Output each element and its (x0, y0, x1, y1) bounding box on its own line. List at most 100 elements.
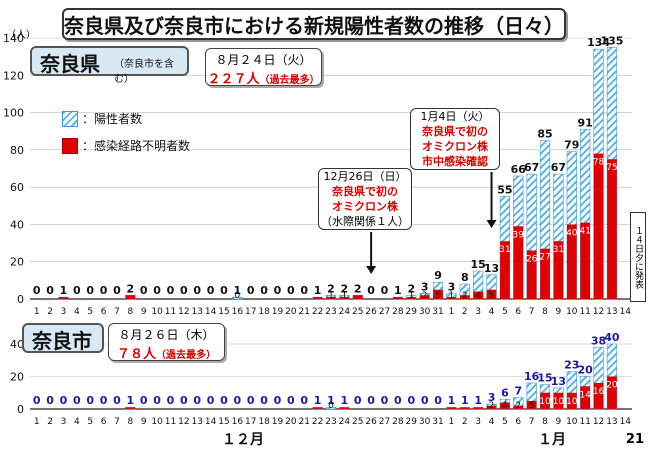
x-tick-label: 14 (620, 307, 632, 317)
data-label-positives: 8 (461, 271, 469, 284)
x-tick-label: 14 (205, 307, 217, 317)
data-label-positives: 1 (127, 394, 135, 407)
x-tick-label: 13 (606, 417, 617, 427)
data-label-unknown: 4 (502, 401, 508, 411)
x-tick-label: 7 (114, 417, 120, 427)
nara-city-name: 奈良市 (32, 329, 92, 353)
data-label-positives: 2 (407, 282, 415, 295)
x-tick-label: 3 (475, 307, 481, 317)
data-label-positives: 1 (327, 394, 335, 407)
x-tick-label: 3 (61, 307, 67, 317)
x-tick-label: 24 (339, 417, 351, 427)
bar-positives (232, 296, 243, 300)
data-label-positives: 0 (260, 394, 268, 407)
data-label-positives: 1 (461, 394, 469, 407)
data-label-unknown: 26 (526, 255, 538, 265)
data-label-positives: 0 (207, 394, 215, 407)
data-label-positives: 1 (314, 284, 322, 297)
nara-city-label-box: 奈良市 (22, 323, 104, 353)
y-tick-label: 60 (10, 181, 24, 194)
data-label-positives: 2 (127, 282, 135, 295)
nara-city-chart: 0204010203040506070819010011012013014015… (10, 331, 632, 427)
data-label-unknown: 39 (513, 230, 525, 240)
data-label-positives: 134 (587, 36, 610, 49)
data-label-unknown: 14 (579, 390, 591, 400)
x-tick-label: 25 (352, 417, 363, 427)
legend-positives: ：陽性者数 (62, 110, 142, 127)
nara-pref-name: 奈良県 (40, 52, 100, 76)
legend-unknown-label: ：感染経路不明者数 (82, 139, 191, 153)
page-title: 奈良県及び奈良市における新規陽性者数の推移（日々） (62, 8, 566, 40)
data-label-unknown: 5 (489, 291, 495, 301)
data-label-positives: 0 (73, 284, 81, 297)
y-unit-label: （人） (6, 30, 36, 41)
x-tick-label: 6 (101, 307, 107, 317)
data-label-positives: 9 (434, 269, 442, 282)
x-tick-label: 29 (406, 307, 418, 317)
x-tick-label: 13 (606, 307, 617, 317)
bar-unknown (459, 295, 470, 299)
x-tick-label: 10 (151, 417, 163, 427)
y-tick-label: 0 (17, 403, 24, 416)
data-label-positives: 2 (354, 282, 362, 295)
bar-unknown (566, 224, 577, 299)
data-label-positives: 0 (247, 394, 255, 407)
x-tick-label: 19 (272, 307, 284, 317)
nara-city-max-value: ７８人 (116, 347, 156, 362)
data-label-unknown: 16 (593, 387, 605, 397)
x-tick-label: 31 (432, 417, 443, 427)
x-tick-label: 4 (489, 307, 495, 317)
data-label-unknown: 2 (422, 291, 428, 301)
arrowhead-dec26 (366, 266, 377, 274)
data-label-positives: 0 (180, 284, 188, 297)
data-label-positives: 2 (341, 282, 349, 295)
data-label-positives: 0 (33, 284, 41, 297)
omicron-first-callout: 12月26日（日） 奈良県で初の オミクロン株 （水際関係１人） (318, 168, 412, 230)
bar-unknown (526, 400, 537, 409)
callout1-line2: オミクロン株 (332, 200, 398, 213)
x-tick-label: 29 (406, 417, 418, 427)
bar-unknown (526, 250, 537, 299)
x-tick-label: 23 (325, 417, 336, 427)
callout2-line3: 市中感染確認 (422, 155, 488, 168)
data-label-positives: 0 (167, 284, 175, 297)
x-tick-label: 18 (258, 417, 270, 427)
nara-city-max-tag: （過去最多） (156, 350, 216, 361)
data-label-positives: 0 (60, 394, 68, 407)
data-label-positives: 0 (220, 284, 228, 297)
x-tick-label: 1 (34, 307, 40, 317)
data-label-positives: 0 (287, 394, 295, 407)
data-label-positives: 0 (220, 394, 228, 407)
x-tick-label: 27 (379, 307, 390, 317)
x-tick-label: 3 (475, 417, 481, 427)
x-tick-label: 30 (419, 417, 431, 427)
data-label-unknown: 31 (499, 245, 510, 255)
bar-unknown (446, 407, 457, 409)
x-tick-label: 25 (352, 307, 363, 317)
bar-unknown (580, 386, 590, 409)
data-label-unknown: 31 (553, 245, 564, 255)
x-tick-label: 13 (191, 417, 202, 427)
bar-unknown (58, 297, 69, 299)
x-tick-label: 13 (191, 307, 202, 317)
x-tick-label: 1 (34, 417, 40, 427)
data-label-positives: 0 (234, 394, 242, 407)
data-label-positives: 0 (287, 284, 295, 297)
x-tick-label: 23 (325, 307, 336, 317)
data-label-positives: 0 (167, 394, 175, 407)
x-tick-label: 10 (566, 307, 578, 317)
x-tick-label: 7 (114, 307, 120, 317)
x-tick-label: 22 (312, 417, 323, 427)
data-label-unknown: 10 (539, 397, 551, 407)
bar-unknown (473, 407, 483, 409)
data-label-unknown: 0 (328, 401, 334, 411)
bar-unknown (553, 241, 564, 299)
bar-unknown (540, 392, 550, 409)
x-tick-label: 10 (566, 417, 578, 427)
data-label-positives: 0 (193, 284, 201, 297)
data-label-positives: 15 (470, 258, 485, 271)
x-tick-label: 31 (432, 307, 443, 317)
x-tick-label: 2 (47, 307, 53, 317)
bar-unknown (419, 295, 430, 299)
bar-unknown (500, 241, 510, 299)
